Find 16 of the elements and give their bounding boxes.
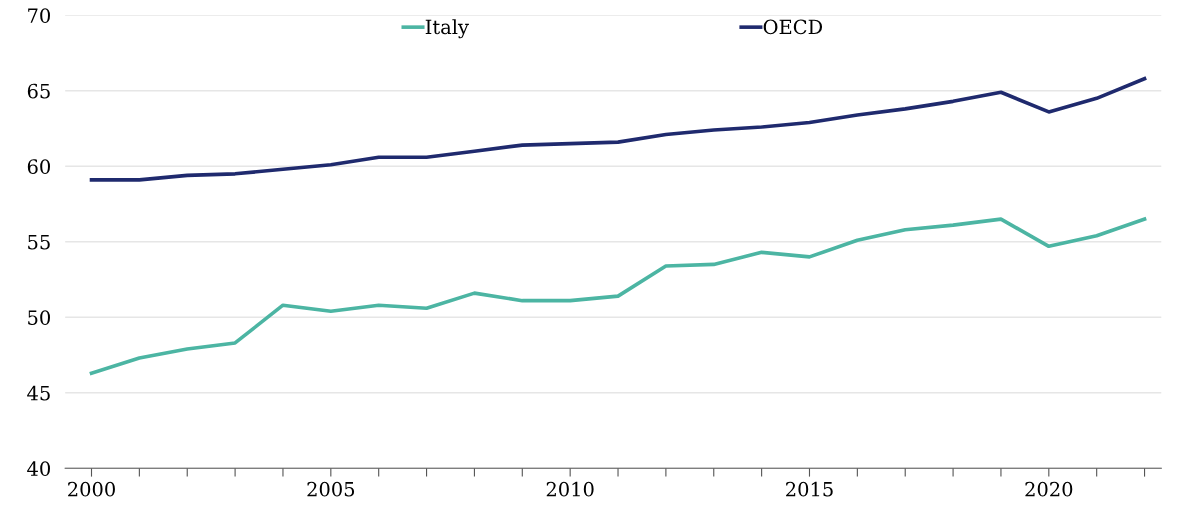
line-series (89, 217, 1147, 375)
y-tick-label: 40 (27, 461, 50, 476)
y-tick-label: 55 (28, 234, 50, 250)
y-tick-label: 45 (27, 385, 50, 401)
legend-label: Italy (425, 19, 469, 39)
x-tick-label: 2005 (307, 481, 355, 497)
y-tick-label: 60 (27, 159, 50, 174)
legend-label: OECD (763, 19, 823, 35)
x-tick-label: 2000 (68, 481, 115, 497)
x-tick-label: 2020 (1025, 481, 1073, 497)
x-tick-label: 2015 (786, 481, 833, 497)
y-tick-label: 50 (28, 310, 50, 325)
y-tick-label: 65 (27, 83, 50, 99)
x-tick-label: 2010 (546, 481, 594, 497)
y-tick-label: 70 (28, 8, 50, 23)
line-series (89, 76, 1147, 182)
